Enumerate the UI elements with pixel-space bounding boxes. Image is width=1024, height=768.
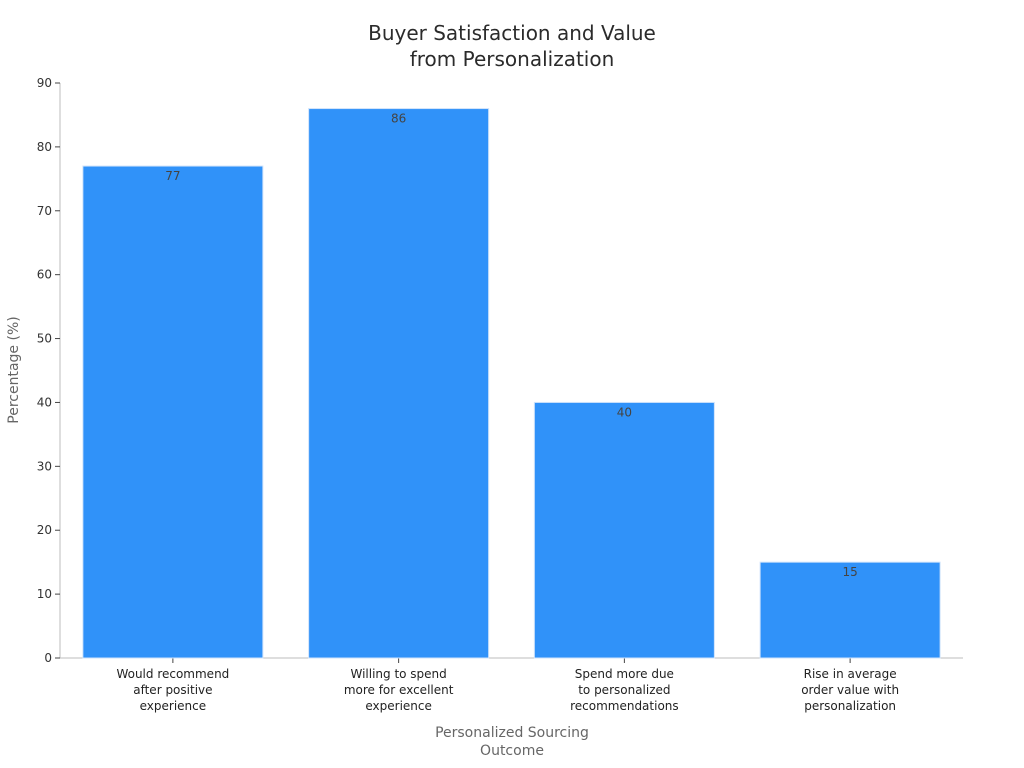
y-tick-label: 50 (37, 332, 52, 346)
y-tick-label: 80 (37, 140, 52, 154)
y-tick-label: 70 (37, 204, 52, 218)
bar (533, 401, 715, 659)
y-tick-label: 40 (37, 395, 52, 409)
x-tick-label: Willing to spend more for excellent experi… (344, 667, 454, 713)
data-labels: 77 86 40 15 (165, 112, 858, 580)
axis-titles: Personalized Sourcing Outcome Percentage (… (6, 316, 589, 759)
y-tick-label: 60 (37, 268, 52, 282)
chart-title-line-1: Buyer Satisfaction and Value (368, 21, 656, 45)
data-label: 40 (617, 405, 632, 419)
x-tick-label: Spend more due to personalized recommendat… (570, 667, 679, 713)
y-tick-label: 20 (37, 523, 52, 537)
x-axis-title: Personalized Sourcing Outcome (435, 725, 589, 759)
y-axis-title: Percentage (%) (6, 316, 22, 423)
bar (308, 108, 490, 659)
bar (82, 165, 264, 659)
bars (82, 108, 941, 659)
y-tick-label: 10 (37, 587, 52, 601)
chart-title-line-2: from Personalization (410, 47, 615, 71)
y-tick-label: 0 (44, 651, 52, 665)
y-axis: 0 10 20 30 40 50 60 70 80 90 (37, 76, 61, 665)
x-axis: Would recommend after positive experience W… (60, 657, 963, 713)
y-tick-label: 30 (37, 459, 52, 473)
y-tick-label: 90 (37, 76, 52, 90)
x-tick-label: Would recommend after positive experience (116, 667, 229, 713)
data-label: 77 (165, 169, 180, 183)
data-label: 15 (842, 565, 857, 579)
bar (759, 561, 941, 659)
data-label: 86 (391, 112, 406, 126)
x-tick-label: Rise in average order value with personali… (801, 667, 899, 713)
